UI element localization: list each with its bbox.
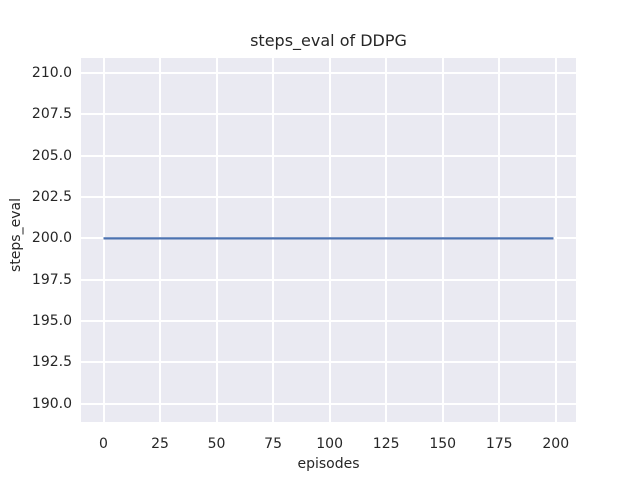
chart-title: steps_eval of DDPG bbox=[250, 31, 407, 50]
gridline-horizontal bbox=[81, 113, 576, 116]
gridline-horizontal bbox=[81, 278, 576, 281]
gridline-vertical bbox=[554, 58, 557, 422]
x-axis-label: episodes bbox=[297, 456, 360, 472]
y-tick-label: 190.0 bbox=[31, 395, 72, 412]
y-tick-label: 197.5 bbox=[31, 271, 72, 288]
x-tick-label: 125 bbox=[372, 436, 400, 452]
gridline-horizontal bbox=[81, 154, 576, 157]
y-tick-label: 207.5 bbox=[31, 106, 72, 123]
gridline-vertical bbox=[328, 58, 331, 422]
gridline-vertical bbox=[102, 58, 105, 422]
gridline-vertical bbox=[215, 58, 218, 422]
y-tick-label: 210.0 bbox=[31, 64, 72, 81]
gridline-vertical bbox=[498, 58, 501, 422]
y-tick-label: 195.0 bbox=[31, 313, 72, 330]
x-tick-label: 100 bbox=[316, 436, 343, 452]
y-tick-label: 202.5 bbox=[31, 188, 72, 205]
x-tick-label: 0 bbox=[99, 436, 108, 452]
x-tick-label: 50 bbox=[207, 436, 226, 452]
y-tick-label: 205.0 bbox=[31, 147, 72, 164]
x-tick-label: 200 bbox=[542, 436, 570, 452]
x-tick-label: 175 bbox=[485, 436, 513, 452]
gridline-vertical bbox=[385, 58, 388, 422]
plot-area bbox=[81, 58, 576, 422]
gridline-vertical bbox=[272, 58, 275, 422]
x-tick-label: 75 bbox=[264, 436, 283, 452]
series-layer bbox=[103, 237, 554, 240]
gridline-vertical bbox=[441, 58, 444, 422]
gridline-horizontal bbox=[81, 320, 576, 323]
x-tick-label: 150 bbox=[429, 436, 457, 452]
y-tick-label: 192.5 bbox=[31, 354, 72, 371]
x-tick-label: 25 bbox=[151, 436, 169, 452]
gridline-horizontal bbox=[81, 402, 576, 405]
y-tick-label: 200.0 bbox=[31, 230, 72, 247]
gridline-vertical bbox=[159, 58, 162, 422]
gridline-horizontal bbox=[81, 361, 576, 364]
gridline-horizontal bbox=[81, 71, 576, 74]
gridline-horizontal bbox=[81, 195, 576, 198]
